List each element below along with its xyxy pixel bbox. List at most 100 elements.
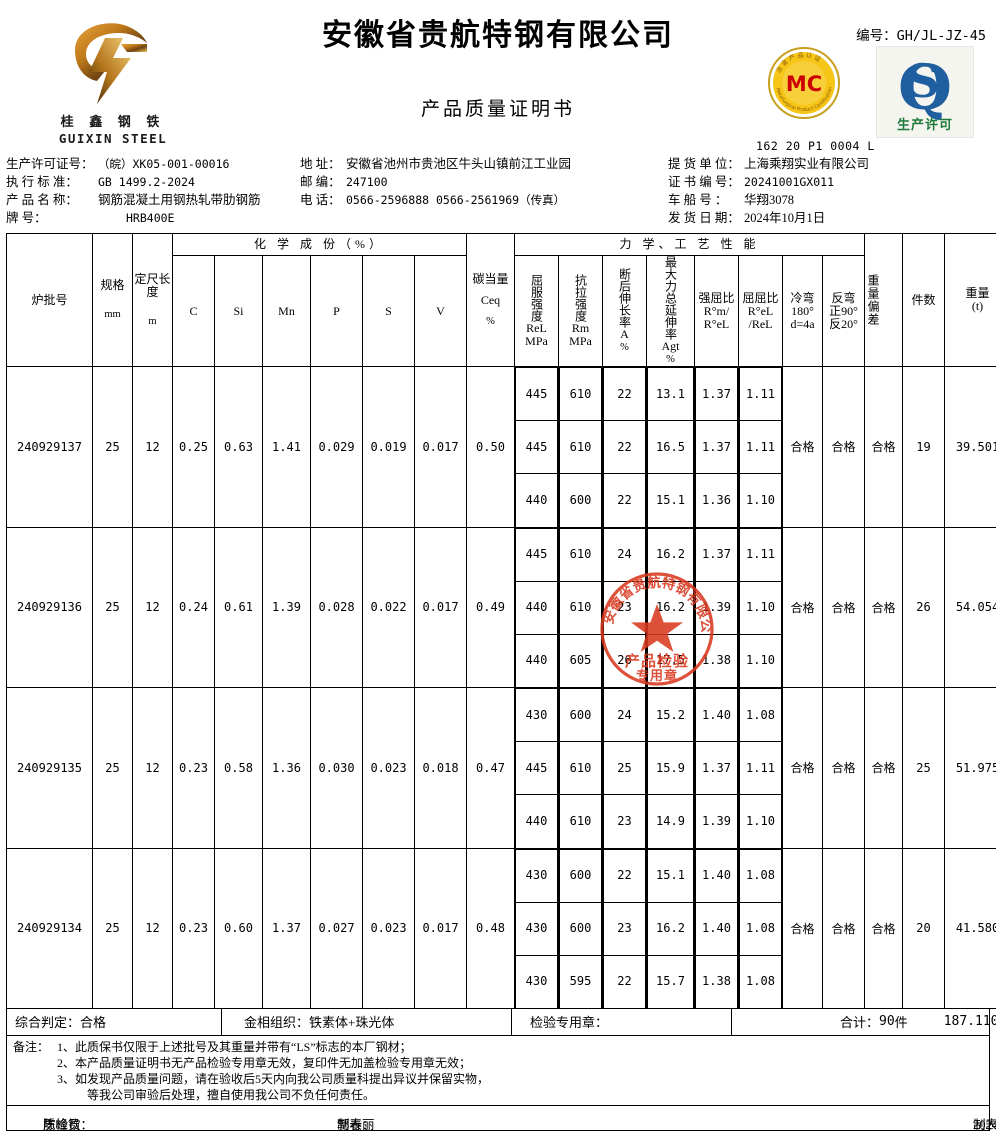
consignee-label: 提 货 单 位：	[668, 155, 744, 173]
license-value: （皖）XK05-001-00016	[98, 155, 229, 173]
cell-rm: 610	[560, 795, 602, 848]
notes-item-3: 3、如发现产品质量问题，请在验收后5天内向我公司质量科提出异议并保留实物，	[13, 1071, 983, 1087]
cell-mn: 1.41	[263, 367, 311, 528]
certificate-table-wrapper: 炉批号 规格 mm 定尺长度 m 化 学 成 份（%） 碳当量	[0, 233, 996, 1009]
col-a-unit: %	[620, 341, 629, 354]
qs-production-license-icon: Q S 生产许可	[876, 46, 974, 138]
cell-s: 0.022	[363, 527, 415, 688]
cell-s: 0.023	[363, 848, 415, 1009]
cell-rm: 610	[560, 421, 602, 474]
cell-weight-dev: 合格	[865, 688, 903, 849]
document-number: 编号：GH/JL-JZ-45	[856, 24, 986, 44]
col-bend-l1: 180°	[791, 305, 814, 318]
col-c: C	[173, 256, 215, 367]
brand-label: 牌 号：	[6, 209, 98, 227]
col-bend: 冷弯 180° d=4a	[783, 256, 823, 367]
cell-weight-dev: 合格	[865, 848, 903, 1009]
postcode-value: 247100	[346, 173, 388, 191]
col-a-sym: A	[620, 328, 629, 341]
cell-ratio-rm: 1.38	[696, 634, 738, 687]
col-rm-unit: MPa	[569, 335, 592, 348]
phone-label: 电 话：	[300, 191, 346, 209]
col-ratio-rel-l2: /ReL	[749, 318, 773, 331]
table-group-header-row: 炉批号 规格 mm 定尺长度 m 化 学 成 份（%） 碳当量	[7, 234, 996, 256]
cell-a: 22	[604, 368, 646, 421]
col-weight-dev-label: 重量偏差	[865, 274, 881, 326]
cell-weight: 41.580	[945, 848, 996, 1009]
cell-bend: 合格	[783, 848, 823, 1009]
cell-rebend: 合格	[823, 527, 865, 688]
col-ratio-rm-l2: R°eL	[704, 318, 729, 331]
info-row-postcode: 邮 编： 247100	[300, 173, 571, 191]
col-rebend: 反弯 正90° 反20°	[823, 256, 865, 367]
col-rel: 屈服强度 ReL MPa	[515, 256, 559, 367]
col-length-label: 定尺长度	[133, 273, 172, 299]
cell-rel: 430	[516, 689, 558, 742]
cell-a: 26	[604, 634, 646, 687]
col-p: P	[311, 256, 363, 367]
col-a-l1: 断后伸长率	[618, 268, 632, 328]
cell-ratio-rel: 1.08	[740, 902, 782, 955]
document-info: 生产许可证号： （皖）XK05-001-00016 执 行 标 准： GB 14…	[0, 155, 996, 233]
cell-agt: 14.9	[648, 795, 694, 848]
certificate-table: 炉批号 规格 mm 定尺长度 m 化 学 成 份（%） 碳当量	[6, 233, 996, 1009]
summary-metallography: 金相组织：铁素体+珠光体	[222, 1009, 512, 1035]
summary-total-pieces: 90	[879, 1014, 895, 1029]
summary-row: 综合判定：合格 金相组织：铁素体+珠光体 检验专用章： 合计： 90 件 187…	[6, 1009, 990, 1036]
col-si: Si	[215, 256, 263, 367]
cell-agt: 13.1	[648, 368, 694, 421]
cell-spec: 25	[93, 527, 133, 688]
cell-heat-no: 240929137	[7, 367, 93, 528]
cell-ratio-rel: 1.08	[740, 849, 782, 902]
group-header-chemical: 化 学 成 份（%）	[173, 234, 467, 256]
cell-weight: 51.975	[945, 688, 996, 849]
summary-total-label: 合计：	[740, 1012, 879, 1031]
col-weight: 重量 (t)	[945, 234, 996, 367]
svg-text:S: S	[906, 54, 939, 108]
col-heat-no: 炉批号	[7, 234, 93, 367]
cell-a: 24	[604, 689, 646, 742]
cell-v: 0.018	[415, 688, 467, 849]
summary-stamp-label: 检验专用章：	[520, 1015, 608, 1030]
cell-ratio-rel: 1.10	[740, 581, 782, 634]
cell-agt: 15.2	[648, 689, 694, 742]
col-ratio-rel-l1: R°eL	[748, 305, 773, 318]
ship-date-value: 2024年10月1日	[744, 209, 825, 227]
footer-section: 质检员：陈峰钦 制表：郭春丽 制表日期：2024年10月01日	[6, 1106, 990, 1131]
cell-ratio-rel: 1.11	[740, 528, 782, 581]
col-ratio-rm-label: 强屈比	[698, 292, 734, 305]
cell-mn: 1.36	[263, 688, 311, 849]
col-rm-l1: 抗拉强度	[574, 274, 588, 322]
info-column-middle: 地 址： 安徽省池州市贵池区牛头山镇前江工业园 邮 编： 247100 电 话：…	[300, 155, 571, 209]
cell-weight-dev: 合格	[865, 367, 903, 528]
cell-rebend: 合格	[823, 688, 865, 849]
cell-ratio-rel: 1.11	[740, 742, 782, 795]
cell-a: 24	[604, 528, 646, 581]
cell-weight-dev: 合格	[865, 527, 903, 688]
cell-agt: 16.2	[648, 581, 694, 634]
cell-ceq: 0.49	[467, 527, 515, 688]
cell-rel: 440	[516, 795, 558, 848]
cell-ratio-rm: 1.37	[696, 528, 738, 581]
info-row-brand: 牌 号： HRB400E	[6, 209, 261, 227]
cell-rel: 430	[516, 955, 558, 1008]
col-rebend-label: 反弯	[832, 292, 856, 305]
address-label: 地 址：	[300, 155, 346, 173]
info-row-product-name: 产 品 名 称： 钢筋混凝土用钢热轧带肋钢筋	[6, 191, 261, 209]
col-ratio-rel-label: 屈屈比	[742, 292, 778, 305]
summary-verdict-label: 综合判定：	[15, 1015, 80, 1030]
summary-verdict-value: 合格	[80, 1015, 106, 1030]
info-row-license: 生产许可证号： （皖）XK05-001-00016	[6, 155, 261, 173]
col-spec: 规格 mm	[93, 234, 133, 367]
footer-inspector-value: 陈峰钦	[43, 1114, 81, 1133]
